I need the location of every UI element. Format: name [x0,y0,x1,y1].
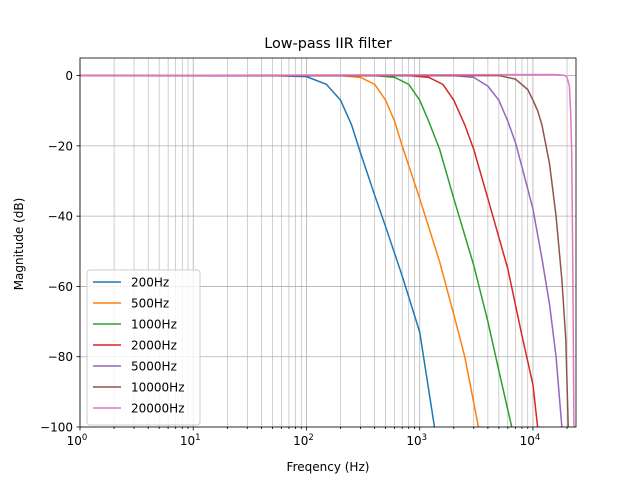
legend-label-500Hz: 500Hz [131,297,169,311]
x-axis-label: Freqency (Hz) [287,460,370,474]
y-tick-label: −100 [40,421,73,435]
y-axis-label: Magnitude (dB) [12,198,26,291]
axes-layer: 100 101 102 103 104 0 −20 −40 −60 −80 −100 [40,57,577,448]
series-line-1000Hz [80,74,513,427]
y-tick-label: −40 [48,210,73,224]
series-line-2000Hz [80,74,539,427]
series-line-5000Hz [80,74,563,427]
legend-label-20000Hz: 20000Hz [131,402,185,416]
legend-label-2000Hz: 2000Hz [131,339,177,353]
series-line-200Hz [80,74,436,427]
series-line-500Hz [80,74,480,427]
series-layer [80,73,575,427]
chart-title: Low-pass IIR filter [264,36,392,52]
series-line-20000Hz [80,73,575,427]
x-tick-label: 100 [67,433,88,448]
plot-frame [79,57,577,428]
x-tick-label: 101 [180,433,201,448]
x-tick-label: 104 [520,433,541,448]
legend: 200Hz 500Hz 1000Hz 2000Hz 5000Hz 10000Hz 20000… [86,269,201,426]
x-tick-label: 102 [293,433,314,448]
legend-label-5000Hz: 5000Hz [131,360,177,374]
y-tick-label: −80 [48,350,73,364]
y-tick-label: 0 [65,69,73,83]
x-tick-label: 103 [406,433,427,448]
series-line-10000Hz [80,74,569,427]
y-tick-label: −20 [48,139,73,153]
legend-label-200Hz: 200Hz [131,276,169,290]
legend-label-1000Hz: 1000Hz [131,318,177,332]
y-tick-label: −60 [48,280,73,294]
legend-label-10000Hz: 10000Hz [131,381,185,395]
